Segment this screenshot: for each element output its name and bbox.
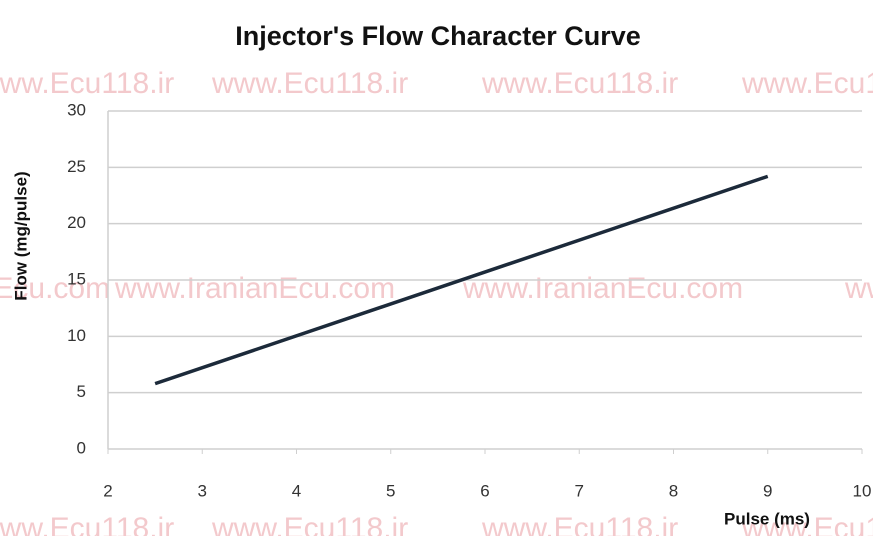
watermark: www.Ecu118.ir [741, 512, 873, 536]
x-tick-label: 7 [575, 481, 584, 500]
x-tick-label: 10 [853, 481, 872, 500]
watermarks: www.Ecu118.ir www.Ecu118.ir www.Ecu118.ir w… [0, 67, 873, 536]
chart-title: Injector's Flow Character Curve [235, 21, 641, 51]
watermark: www.Ecu118.ir [741, 67, 873, 100]
y-tick-label: 15 [67, 269, 86, 288]
y-tick-label: 0 [77, 438, 86, 457]
y-tick-label: 20 [67, 213, 86, 232]
x-tick-label: 9 [763, 481, 772, 500]
x-tick-label: 5 [386, 481, 395, 500]
watermark: www.IranianEcu.com [844, 272, 873, 305]
y-axis-label: Flow (mg/pulse) [11, 171, 30, 300]
y-tick-label: 5 [77, 382, 86, 401]
watermark: www.IranianEcu.com [114, 272, 395, 305]
watermark: www.IranianEcu.com [0, 272, 110, 305]
x-axis-label: Pulse (ms) [724, 509, 810, 528]
x-tick-label: 8 [669, 481, 678, 500]
y-tick-label: 10 [67, 326, 86, 345]
watermark: www.Ecu118.ir [481, 512, 678, 536]
watermark: www.Ecu118.ir [211, 512, 408, 536]
watermark: www.Ecu118.ir [0, 512, 174, 536]
data-line [154, 174, 769, 386]
y-tick-label: 25 [67, 157, 86, 176]
watermark: www.Ecu118.ir [481, 67, 678, 100]
x-tick-label: 6 [480, 481, 489, 500]
x-tick-label: 2 [103, 481, 112, 500]
watermark: www.Ecu118.ir [0, 67, 174, 100]
x-tick-label: 3 [198, 481, 207, 500]
watermark: www.IranianEcu.com [462, 272, 743, 305]
y-tick-label: 30 [67, 100, 86, 119]
x-tick-label: 4 [292, 481, 301, 500]
watermark: www.Ecu118.ir [211, 67, 408, 100]
